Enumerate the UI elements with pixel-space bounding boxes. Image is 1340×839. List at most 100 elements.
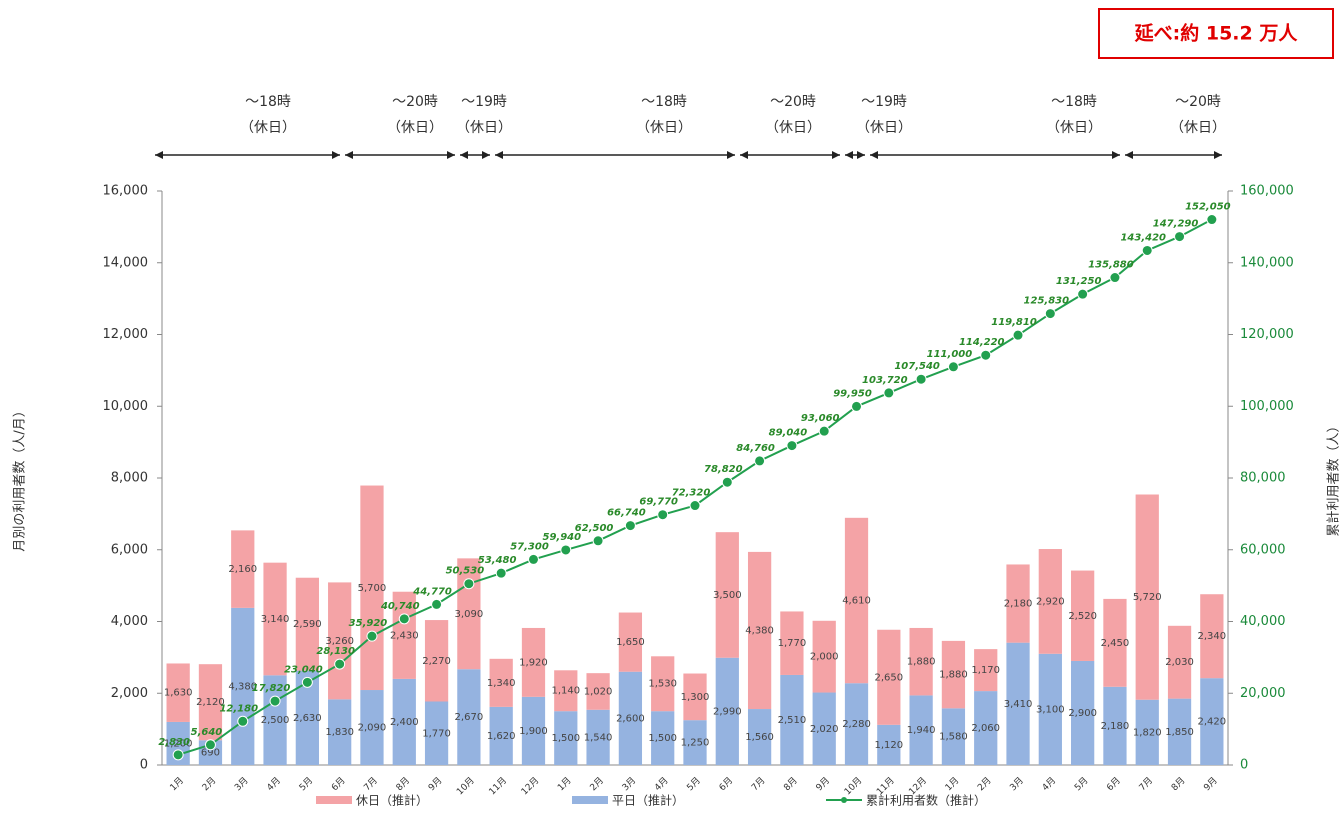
data-label: 2,670 bbox=[455, 712, 484, 723]
x-tick-label: 7月 bbox=[362, 775, 380, 793]
bar-segment bbox=[651, 656, 675, 712]
cumulative-point bbox=[269, 695, 281, 707]
arrow-head bbox=[332, 151, 340, 159]
bar-segment bbox=[1006, 642, 1030, 765]
bar-segment bbox=[780, 674, 804, 765]
x-tick-label: 1月 bbox=[943, 775, 961, 793]
cumulative-point bbox=[657, 509, 669, 521]
y2-tick-label: 160,000 bbox=[1240, 184, 1294, 199]
cumulative-point bbox=[851, 400, 863, 412]
data-label: 1,250 bbox=[681, 738, 710, 749]
x-tick-label: 4月 bbox=[1040, 775, 1058, 793]
data-label: 3,260 bbox=[325, 636, 354, 647]
legend-label: 休日（推計） bbox=[356, 793, 428, 808]
period-hours: 〜20時 bbox=[392, 94, 438, 110]
y-tick-label: 14,000 bbox=[103, 255, 149, 270]
cumulative-point bbox=[1044, 308, 1056, 320]
bar-segment bbox=[844, 517, 869, 684]
data-label: 5,720 bbox=[1133, 592, 1162, 603]
cumulative-label: 125,830 bbox=[1024, 296, 1070, 307]
data-label: 4,380 bbox=[228, 681, 257, 692]
cumulative-label: 17,820 bbox=[252, 683, 291, 694]
bar-segment bbox=[1103, 686, 1127, 765]
x-tick-label: 6月 bbox=[329, 775, 347, 793]
cumulative-label: 23,040 bbox=[284, 664, 323, 675]
data-label: 2,430 bbox=[390, 630, 419, 641]
x-tick-label: 2月 bbox=[975, 775, 993, 793]
bar-segment bbox=[1135, 494, 1159, 700]
x-tick-label: 5月 bbox=[1072, 775, 1090, 793]
period-note: （休日） bbox=[636, 120, 692, 136]
y2-tick-label: 0 bbox=[1240, 758, 1248, 773]
bar-segment bbox=[877, 629, 901, 725]
bar-segment bbox=[586, 673, 610, 710]
data-label: 2,920 bbox=[1036, 596, 1065, 607]
bar-segment bbox=[360, 485, 384, 691]
arrow-head bbox=[857, 151, 865, 159]
bar-segment bbox=[263, 562, 287, 676]
x-tick-label: 8月 bbox=[782, 775, 800, 793]
bar-segment bbox=[1200, 678, 1224, 765]
cumulative-point bbox=[398, 613, 410, 625]
bar-segment bbox=[586, 709, 610, 765]
period-hours: 〜19時 bbox=[461, 94, 507, 110]
bar-segment bbox=[974, 691, 998, 765]
x-tick-label: 6月 bbox=[717, 775, 735, 793]
legend-marker bbox=[841, 797, 847, 803]
bar-segment bbox=[457, 558, 481, 670]
data-label: 2,510 bbox=[778, 715, 807, 726]
x-tick-label: 5月 bbox=[297, 775, 315, 793]
cumulative-label: 131,250 bbox=[1056, 276, 1102, 287]
data-label: 4,610 bbox=[842, 596, 871, 607]
data-label: 4,380 bbox=[745, 625, 774, 636]
bar-segment bbox=[489, 658, 513, 707]
period-note: （休日） bbox=[765, 120, 821, 136]
data-label: 1,020 bbox=[584, 686, 613, 697]
cumulative-point bbox=[947, 361, 959, 373]
x-tick-label: 3月 bbox=[620, 775, 638, 793]
x-tick-label: 9月 bbox=[814, 775, 832, 793]
cumulative-label: 103,720 bbox=[862, 375, 908, 386]
bar-segment bbox=[295, 577, 319, 671]
x-tick-label: 12月 bbox=[519, 775, 541, 797]
data-label: 1,500 bbox=[551, 733, 580, 744]
cumulative-point bbox=[301, 676, 313, 688]
cumulative-point bbox=[431, 598, 443, 610]
x-tick-label: 9月 bbox=[1202, 775, 1220, 793]
cumulative-label: 2,830 bbox=[158, 737, 190, 748]
cumulative-point bbox=[560, 544, 572, 556]
bar-segment bbox=[683, 673, 707, 721]
cumulative-label: 50,530 bbox=[446, 566, 485, 577]
data-label: 2,990 bbox=[713, 706, 742, 717]
cumulative-point bbox=[495, 567, 507, 579]
data-label: 1,530 bbox=[648, 679, 677, 690]
data-label: 1,650 bbox=[616, 637, 645, 648]
y2-tick-label: 60,000 bbox=[1240, 542, 1286, 557]
bar-segment bbox=[1167, 698, 1192, 765]
data-label: 3,500 bbox=[713, 590, 742, 601]
cumulative-point bbox=[1174, 231, 1186, 243]
data-label: 2,520 bbox=[1068, 611, 1097, 622]
bar-segment bbox=[1071, 660, 1095, 765]
bar-segment bbox=[1038, 549, 1062, 654]
cumulative-point bbox=[754, 455, 766, 467]
data-label: 2,270 bbox=[422, 656, 451, 667]
cumulative-label: 143,420 bbox=[1120, 232, 1166, 243]
arrow-head bbox=[1125, 151, 1133, 159]
legend-label: 平日（推計） bbox=[612, 793, 684, 808]
data-label: 1,820 bbox=[1133, 727, 1162, 738]
bar-segment bbox=[360, 690, 384, 765]
y2-tick-label: 140,000 bbox=[1240, 255, 1294, 270]
bar-segment bbox=[521, 627, 546, 697]
legend-swatch bbox=[572, 796, 608, 804]
bar-segment bbox=[747, 551, 772, 710]
cumulative-label: 72,320 bbox=[672, 488, 711, 499]
data-label: 2,420 bbox=[1198, 717, 1227, 728]
cumulative-point bbox=[915, 373, 927, 385]
bar-segment bbox=[747, 709, 772, 765]
bar-segment bbox=[618, 671, 643, 765]
bar-segment bbox=[392, 591, 416, 679]
data-label: 2,060 bbox=[971, 723, 1000, 734]
bar-segment bbox=[1167, 625, 1192, 699]
